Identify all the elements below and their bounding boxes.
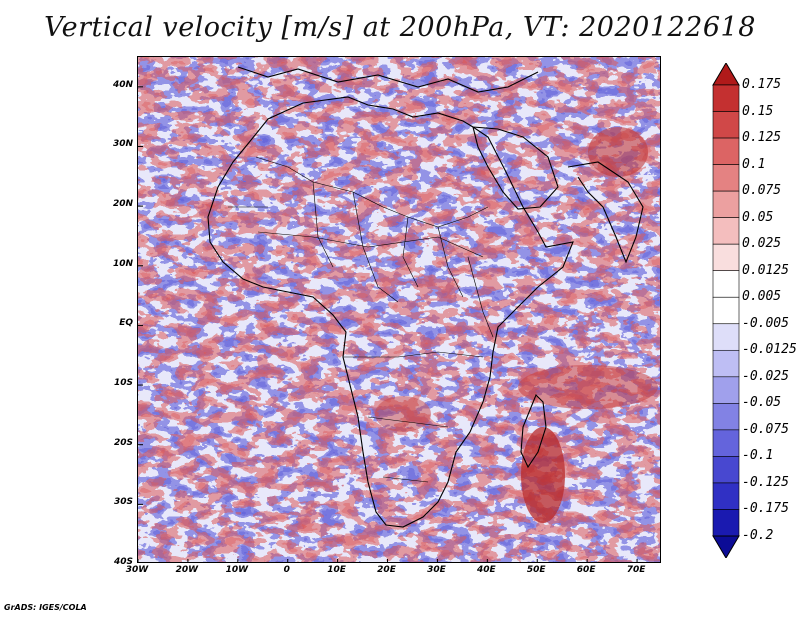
colorbar-segment [712, 323, 740, 351]
colorbar-level-label: 0.075 [742, 183, 782, 199]
colorbar-segment [712, 84, 740, 112]
madagascar-positive-patch [521, 427, 565, 523]
lon-label: 60E [576, 565, 596, 575]
himalaya-positive-patch [588, 127, 648, 177]
lat-label: 30S [113, 497, 133, 508]
colorbar-segment [712, 190, 740, 218]
colorbar-level-label: -0.005 [742, 315, 789, 331]
colorbar-segment [712, 403, 740, 431]
colorbar-level-label: -0.125 [742, 474, 789, 490]
colorbar-segment [712, 137, 740, 165]
lon-label: 30W [125, 565, 149, 575]
colorbar-segment [712, 217, 740, 245]
chart-title: Vertical velocity [m/s] at 200hPa, VT: 2… [44, 12, 756, 43]
lon-label: 40E [476, 565, 496, 575]
colorbar-level-label: 0.0125 [742, 262, 789, 278]
colorbar-level-label: 0.05 [742, 209, 774, 225]
colorbar-level-label: -0.1 [742, 448, 774, 464]
colorbar-segment [712, 111, 740, 139]
lat-label: 20S [113, 437, 133, 448]
colorbar-level-label: -0.025 [742, 368, 789, 384]
coastline-madagascar [520, 394, 547, 469]
lat-label: EQ [119, 318, 133, 329]
colorbar-segment [712, 349, 740, 378]
coastline-india [567, 161, 644, 264]
colorbar-level-label: 0.175 [742, 77, 782, 92]
lon-label: 0 [283, 565, 290, 575]
colorbar-segment [712, 509, 740, 537]
lon-label: 30E [427, 565, 446, 575]
colorbar-level-label: 0.005 [742, 289, 782, 305]
colorbar-level-label: 0.025 [742, 236, 782, 252]
lat-label: 40S [113, 557, 133, 567]
lat-label: 10N [112, 258, 133, 269]
field-positive-noise [138, 57, 660, 562]
colorbar-segment [712, 270, 740, 298]
colorbar-level-label: 0.1 [742, 156, 766, 172]
lon-label: 10E [327, 565, 346, 575]
colorbar-segment [712, 482, 740, 510]
colorbar-level-label: -0.0125 [742, 342, 797, 358]
credit-text: GrADS: IGES/COLA [4, 603, 87, 612]
colorbar-level-label: -0.175 [742, 501, 789, 517]
colorbar-top-triangle [712, 63, 740, 86]
country-borders [228, 156, 494, 483]
lon-label: 20W [175, 565, 199, 575]
colorbar-bottom-triangle [712, 535, 740, 558]
colorbar-level-label: -0.075 [742, 421, 789, 437]
southern-africa-positive-patch [375, 396, 431, 432]
colorbar-segment [712, 164, 740, 192]
tick-marks [138, 86, 638, 562]
lon-label: 10W [225, 565, 249, 575]
lon-label: 20E [377, 565, 396, 575]
map-field [138, 57, 660, 562]
colorbar-segment [712, 243, 740, 272]
colorbar-level-label: 0.125 [742, 130, 782, 146]
colorbar-level-label: -0.05 [742, 395, 782, 411]
lon-label: 70E [626, 565, 646, 575]
colorbar-segment [712, 376, 740, 404]
colorbar-segment [712, 456, 740, 484]
lat-label: 40N [112, 79, 133, 90]
lat-label: 30N [112, 139, 133, 150]
colorbar [712, 63, 740, 558]
lat-label: 20N [112, 199, 133, 210]
indian-ocean-positive-band [518, 365, 658, 409]
colorbar-level-label: -0.2 [742, 528, 774, 543]
lat-label: 10S [113, 378, 133, 389]
map-panel [137, 56, 661, 563]
colorbar-segment [712, 296, 740, 325]
coastline-africa [207, 96, 574, 528]
colorbar-level-label: 0.15 [742, 103, 774, 119]
colorbar-segment [712, 429, 740, 457]
coastline-europe [237, 66, 539, 93]
lon-label: 50E [526, 565, 546, 575]
coastline-arabia [472, 126, 559, 210]
